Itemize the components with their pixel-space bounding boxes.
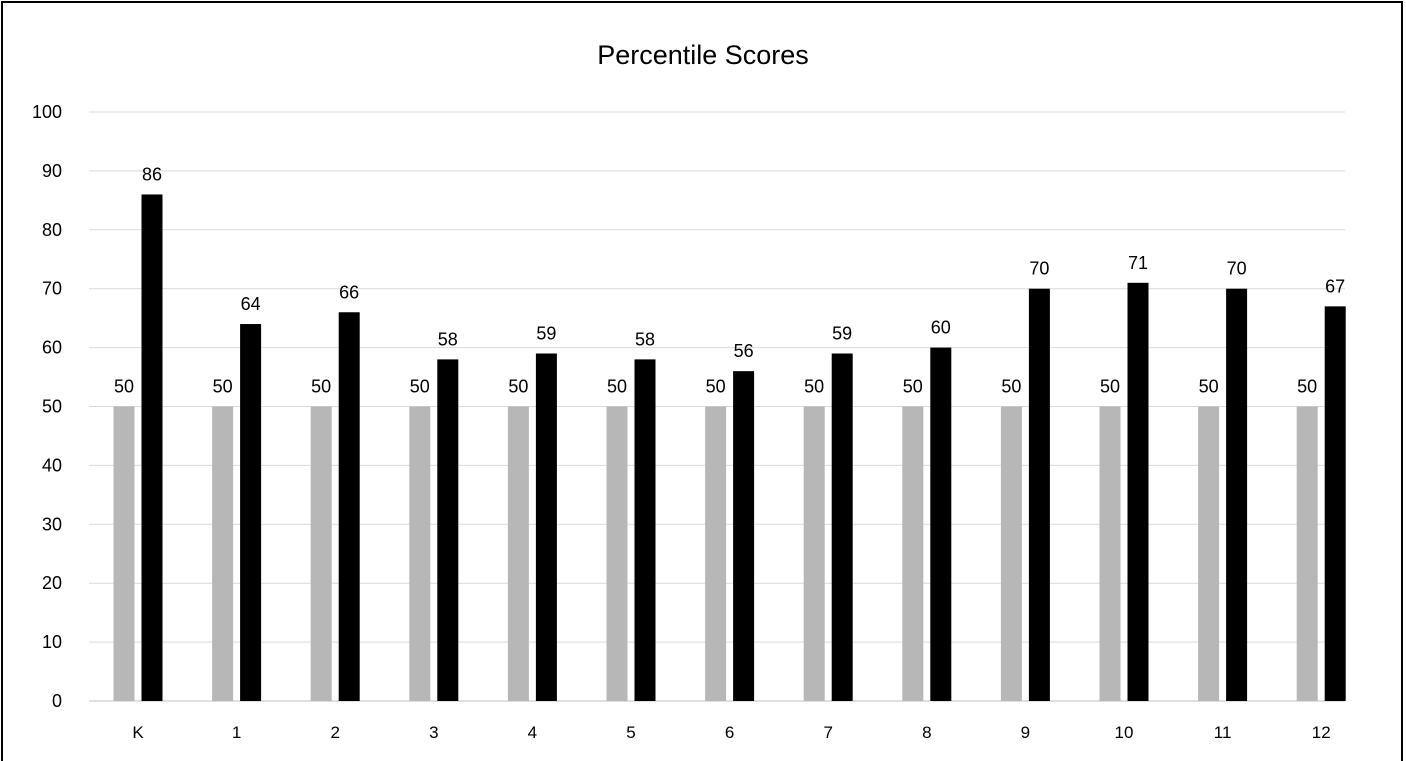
data-label: 64 xyxy=(241,294,261,314)
data-label: 50 xyxy=(1199,377,1219,397)
data-label: 70 xyxy=(1227,259,1247,279)
x-tick-label: 6 xyxy=(725,723,734,742)
bar-series-1-2 xyxy=(310,406,332,701)
y-tick-label: 10 xyxy=(42,632,62,652)
chart-title: Percentile Scores xyxy=(597,40,809,70)
bar-series-2-2 xyxy=(338,312,360,701)
bar-series-2-1 xyxy=(240,324,262,701)
bars xyxy=(113,194,1346,701)
data-label: 58 xyxy=(635,329,655,349)
y-tick-label: 100 xyxy=(32,102,62,122)
bar-series-1-1 xyxy=(212,406,234,701)
bar-series-1-12 xyxy=(1296,406,1318,701)
x-tick-label: 12 xyxy=(1312,723,1331,742)
data-label: 67 xyxy=(1325,276,1345,296)
bar-series-1-4 xyxy=(507,406,529,701)
data-label: 50 xyxy=(1100,377,1120,397)
bar-series-1-7 xyxy=(803,406,825,701)
x-tick-label: 5 xyxy=(626,723,635,742)
y-tick-label: 20 xyxy=(42,573,62,593)
y-tick-label: 30 xyxy=(42,514,62,534)
bar-series-1-10 xyxy=(1099,406,1121,701)
x-tick-label: 4 xyxy=(528,723,537,742)
data-label: 70 xyxy=(1029,259,1049,279)
y-tick-label: 40 xyxy=(42,455,62,475)
data-label: 59 xyxy=(832,323,852,343)
x-tick-label: 1 xyxy=(232,723,241,742)
data-label: 60 xyxy=(931,318,951,338)
x-tick-label: 7 xyxy=(823,723,832,742)
bar-series-1-5 xyxy=(606,406,628,701)
data-label: 71 xyxy=(1128,253,1148,273)
data-label: 50 xyxy=(508,377,528,397)
data-labels: 50 86 50 64 50 66 50 58 50 59 50 58 50 56 50 59 50 60 50 70… xyxy=(114,164,1345,396)
data-label: 66 xyxy=(339,282,359,302)
bar-series-1-6 xyxy=(705,406,727,701)
bar-series-2-3 xyxy=(437,359,459,701)
data-label: 86 xyxy=(142,164,162,184)
y-tick-label: 90 xyxy=(42,161,62,181)
data-label: 56 xyxy=(734,341,754,361)
bar-series-1-9 xyxy=(1000,406,1022,701)
x-tick-label: 2 xyxy=(330,723,339,742)
data-label: 50 xyxy=(1001,377,1021,397)
bar-series-2-8 xyxy=(930,347,952,701)
bar-series-2-5 xyxy=(634,359,656,701)
bar-series-1-3 xyxy=(409,406,431,701)
y-axis: 0 10 20 30 40 50 60 70 80 90 100 xyxy=(32,102,62,711)
x-tick-label: 11 xyxy=(1214,723,1232,742)
bar-series-2-11 xyxy=(1226,288,1248,701)
data-label: 50 xyxy=(410,377,430,397)
bar-series-2-10 xyxy=(1127,282,1149,701)
bar-series-2-4 xyxy=(535,353,557,701)
bar-series-1-K xyxy=(113,406,135,701)
data-label: 50 xyxy=(213,377,233,397)
data-label: 50 xyxy=(903,377,923,397)
data-label: 59 xyxy=(536,323,556,343)
data-label: 50 xyxy=(1297,377,1317,397)
x-tick-label: K xyxy=(132,723,144,742)
data-label: 50 xyxy=(114,377,134,397)
y-tick-label: 80 xyxy=(42,220,62,240)
bar-series-1-8 xyxy=(902,406,924,701)
x-tick-label: 8 xyxy=(922,723,931,742)
x-axis: K 1 2 3 4 5 6 7 8 9 10 11 12 xyxy=(132,723,1330,742)
data-label: 50 xyxy=(607,377,627,397)
y-tick-label: 0 xyxy=(52,691,62,711)
x-tick-label: 3 xyxy=(429,723,438,742)
data-label: 50 xyxy=(706,377,726,397)
x-tick-label: 10 xyxy=(1115,723,1134,742)
y-tick-label: 50 xyxy=(42,397,62,417)
bar-series-2-6 xyxy=(733,371,755,701)
x-tick-label: 9 xyxy=(1021,723,1030,742)
bar-series-1-11 xyxy=(1198,406,1220,701)
bar-series-2-12 xyxy=(1324,306,1346,701)
y-tick-label: 60 xyxy=(42,338,62,358)
data-label: 50 xyxy=(804,377,824,397)
bar-series-2-K xyxy=(141,194,163,701)
bar-series-2-7 xyxy=(831,353,853,701)
data-label: 58 xyxy=(438,329,458,349)
bar-series-2-9 xyxy=(1028,288,1050,701)
data-label: 50 xyxy=(311,377,331,397)
y-tick-label: 70 xyxy=(42,279,62,299)
